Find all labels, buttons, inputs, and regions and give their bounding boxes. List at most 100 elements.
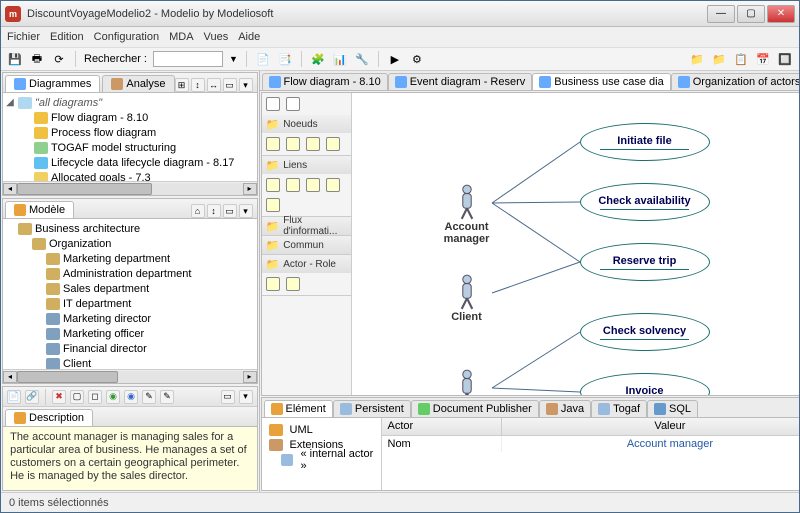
tree-item[interactable]: TOGAF model structuring [5, 140, 255, 155]
usecase-reserve-trip[interactable]: Reserve trip [580, 243, 710, 281]
tb-icon-6[interactable]: ▶ [387, 51, 403, 67]
tb-right-5[interactable]: 🔲 [777, 51, 793, 67]
panel-btn-4[interactable]: ▭ [223, 78, 237, 92]
panel-btn-1[interactable]: ⊞ [175, 78, 189, 92]
tb-icon-4[interactable]: 📊 [332, 51, 348, 67]
tab-diagrammes[interactable]: Diagrammes [5, 75, 100, 92]
desc-tb-1[interactable]: 📄 [7, 390, 21, 404]
diagram-canvas[interactable]: Account managerClientInvoicing officerIn… [352, 93, 800, 395]
td-value[interactable]: Account manager [502, 436, 800, 452]
tb-icon-7[interactable]: ⚙ [409, 51, 425, 67]
palette-tool-icon[interactable] [266, 137, 280, 151]
tree-item[interactable]: Client [5, 356, 255, 369]
menu-mda[interactable]: MDA [169, 31, 193, 43]
palette-section[interactable]: 📁Noeuds [262, 115, 351, 133]
close-button[interactable]: ✕ [767, 5, 795, 23]
palette-section[interactable]: 📁Liens [262, 156, 351, 174]
properties-tab[interactable]: SQL [647, 400, 698, 417]
tab-event-diagram[interactable]: Event diagram - Reserv [388, 73, 533, 90]
tree-item[interactable]: Sales department [5, 281, 255, 296]
select-tool-icon[interactable] [266, 97, 280, 111]
tb-icon-1[interactable]: 📄 [255, 51, 271, 67]
desc-tb-2[interactable]: 🔗 [25, 390, 39, 404]
menu-fichier[interactable]: Fichier [7, 31, 40, 43]
diagrams-hscroll[interactable]: ◂ ▸ [3, 181, 257, 195]
actor-account-manager[interactable]: Account manager [422, 183, 512, 245]
tree-item[interactable]: IT department [5, 296, 255, 311]
panel-btn-5[interactable]: ▾ [239, 78, 253, 92]
palette-tool-icon[interactable] [286, 137, 300, 151]
palette-tool-icon[interactable] [306, 137, 320, 151]
tree-item[interactable]: Marketing department [5, 251, 255, 266]
desc-tb-8[interactable]: ✎ [142, 390, 156, 404]
panel-btn-3[interactable]: ↔ [207, 78, 221, 92]
menu-edition[interactable]: Edition [50, 31, 84, 43]
palette-tool-icon[interactable] [266, 178, 280, 192]
tree-root[interactable]: Business architecture [5, 221, 255, 236]
palette-tool-icon[interactable] [266, 198, 280, 212]
palette-tool-icon[interactable] [266, 277, 280, 291]
model-panel-btn-1[interactable]: ⌂ [191, 204, 205, 218]
actor-client[interactable]: Client [422, 273, 512, 323]
panel-btn-2[interactable]: ↕ [191, 78, 205, 92]
tb-icon-2[interactable]: 📑 [277, 51, 293, 67]
tree-item[interactable]: Financial director [5, 341, 255, 356]
desc-tb-5[interactable]: ◻ [88, 390, 102, 404]
tree-item[interactable]: Marketing director [5, 311, 255, 326]
model-panel-btn-3[interactable]: ▭ [223, 204, 237, 218]
tb-right-1[interactable]: 📁 [689, 51, 705, 67]
palette-tool-icon[interactable] [286, 277, 300, 291]
diagrams-tree[interactable]: ◢"all diagrams"Flow diagram - 8.10Proces… [3, 93, 257, 181]
scroll-right-icon[interactable]: ▸ [243, 371, 257, 383]
tb-right-2[interactable]: 📁 [711, 51, 727, 67]
print-icon[interactable]: 🖶 [29, 51, 45, 67]
usecase-invoice[interactable]: Invoice [580, 373, 710, 396]
desc-tb-4[interactable]: ▢ [70, 390, 84, 404]
palette-tool-icon[interactable] [326, 137, 340, 151]
desc-tb-9[interactable]: ✎ [160, 390, 174, 404]
tab-modele[interactable]: Modèle [5, 201, 74, 218]
model-panel-btn-4[interactable]: ▾ [239, 204, 253, 218]
search-input[interactable] [153, 51, 223, 67]
tree-item[interactable]: Allocated goals - 7.3 [5, 170, 255, 181]
tb-right-4[interactable]: 📅 [755, 51, 771, 67]
palette-tool-icon[interactable] [306, 178, 320, 192]
maximize-button[interactable]: ▢ [737, 5, 765, 23]
model-tree[interactable]: Business architectureOrganizationMarketi… [3, 219, 257, 369]
tree-item[interactable]: Flow diagram - 8.10 [5, 110, 255, 125]
desc-tb-7[interactable]: ◉ [124, 390, 138, 404]
scroll-left-icon[interactable]: ◂ [3, 371, 17, 383]
tree-item[interactable]: Lifecycle data lifecycle diagram - 8.17 [5, 155, 255, 170]
usecase-check-availability[interactable]: Check availability [580, 183, 710, 221]
menu-configuration[interactable]: Configuration [94, 31, 159, 43]
tb-icon-5[interactable]: 🔧 [354, 51, 370, 67]
properties-tab[interactable]: Persistent [333, 400, 411, 417]
menu-aide[interactable]: Aide [238, 31, 260, 43]
scroll-right-icon[interactable]: ▸ [243, 183, 257, 195]
tab-description[interactable]: Description [5, 409, 93, 426]
palette-tool-icon[interactable] [286, 178, 300, 192]
scroll-left-icon[interactable]: ◂ [3, 183, 17, 195]
save-icon[interactable]: 💾 [7, 51, 23, 67]
properties-tab[interactable]: Document Publisher [411, 400, 539, 417]
tab-analyse[interactable]: Analyse [102, 75, 174, 92]
tree-item[interactable]: Marketing officer [5, 326, 255, 341]
desc-tb-3[interactable]: ✖ [52, 390, 66, 404]
properties-tree[interactable]: UML Extensions « internal actor » [262, 418, 382, 490]
model-panel-btn-2[interactable]: ↕ [207, 204, 221, 218]
properties-tab[interactable]: Elément [264, 400, 333, 417]
tree-item[interactable]: Administration department [5, 266, 255, 281]
search-dropdown-icon[interactable]: ▼ [229, 54, 238, 64]
tb-icon-3[interactable]: 🧩 [310, 51, 326, 67]
tab-flow-diagram[interactable]: Flow diagram - 8.10 [262, 73, 388, 90]
tab-business-usecase[interactable]: Business use case dia [532, 73, 670, 90]
palette-section[interactable]: 📁Flux d'informati... [262, 217, 351, 235]
properties-tab[interactable]: Togaf [591, 400, 647, 417]
tb-right-3[interactable]: 📋 [733, 51, 749, 67]
desc-min[interactable]: ▭ [221, 390, 235, 404]
model-hscroll[interactable]: ◂ ▸ [3, 369, 257, 383]
desc-max[interactable]: ▾ [239, 390, 253, 404]
minimize-button[interactable]: — [707, 5, 735, 23]
palette-section[interactable]: 📁Commun [262, 236, 351, 254]
tree-item[interactable]: Process flow diagram [5, 125, 255, 140]
